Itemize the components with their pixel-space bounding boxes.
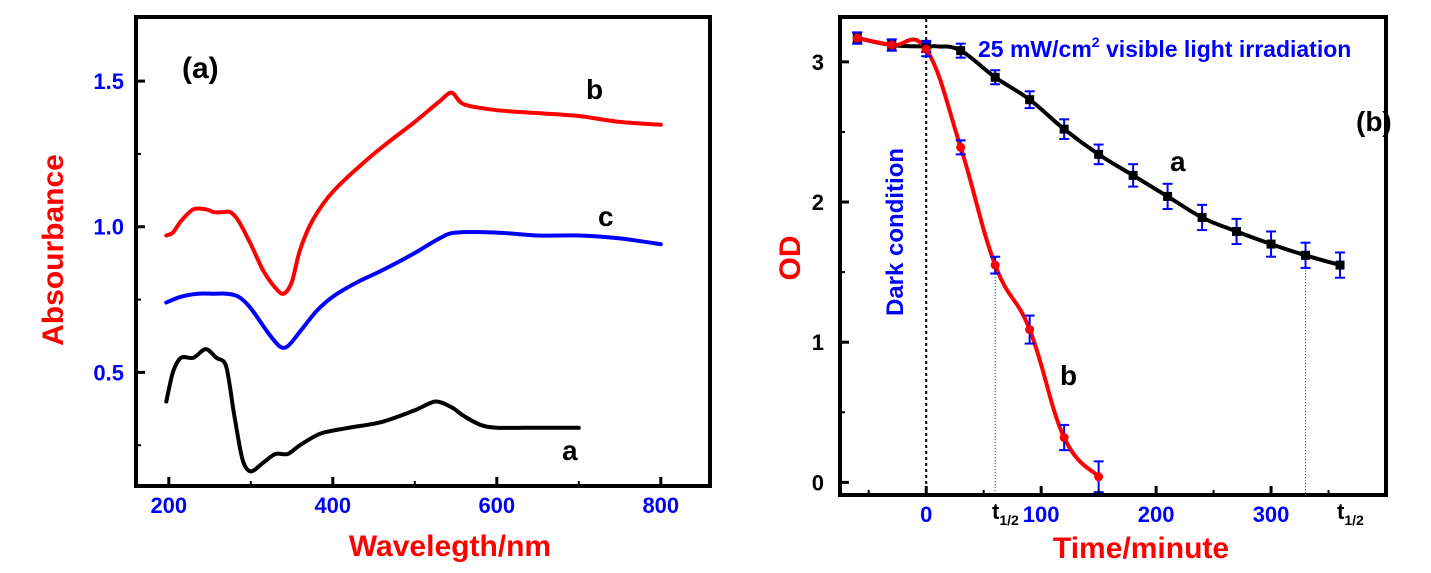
panel-b-label: (b) xyxy=(1356,106,1392,137)
series-label-a: a xyxy=(562,435,578,466)
data-point xyxy=(852,33,862,43)
data-point xyxy=(1163,191,1173,201)
data-point xyxy=(990,260,1000,270)
x-axis-label: Wavelegth/nm xyxy=(349,530,551,563)
t-half-label-2: t1/2 xyxy=(1337,499,1364,528)
panel-a-series xyxy=(164,90,663,474)
panel-a-frame xyxy=(134,15,712,488)
y-axis-label: Absourbance xyxy=(37,154,70,346)
x-tick-label: 200 xyxy=(1138,502,1175,527)
t-half-label-1: t1/2 xyxy=(992,499,1019,528)
y-tick-label: 1.5 xyxy=(93,69,124,94)
y-tick-label: 3 xyxy=(812,50,824,75)
series-a-line-b xyxy=(855,36,1342,268)
series-a-line xyxy=(164,347,581,474)
data-point xyxy=(887,40,897,50)
panel-b-frame xyxy=(838,15,1388,497)
y-axis-label-b: OD xyxy=(774,236,807,281)
x-tick-label: 600 xyxy=(478,493,515,518)
series-label-a-b: a xyxy=(1170,146,1186,177)
x-tick-label: 300 xyxy=(1253,502,1290,527)
series-c-line xyxy=(164,230,663,350)
panel-b-ticks: 0 100 200 300 0 1 2 3 xyxy=(812,50,1330,527)
data-point xyxy=(1128,170,1138,180)
data-point xyxy=(1094,472,1104,482)
series-b-line xyxy=(164,90,663,296)
series-b-line-b xyxy=(855,36,1101,479)
data-point xyxy=(956,46,966,56)
panel-b: 0 100 200 300 0 1 2 3 25 mW/cm2 visible light i… xyxy=(774,15,1392,565)
y-tick-label: 0 xyxy=(812,470,824,495)
data-point xyxy=(1059,433,1069,443)
y-tick-label: 0.5 xyxy=(93,360,124,385)
data-point xyxy=(1094,149,1104,159)
x-tick-label: 400 xyxy=(314,493,351,518)
data-point xyxy=(956,142,966,152)
series-label-b: b xyxy=(586,74,603,105)
series-label-c: c xyxy=(598,201,614,232)
panel-b-series xyxy=(852,31,1346,494)
data-point xyxy=(1059,124,1069,134)
data-point xyxy=(1025,325,1035,335)
x-tick-label: 200 xyxy=(150,493,187,518)
panel-a: 200 400 600 800 0.5 1.0 1.5 (a) b c a Wavelegt… xyxy=(37,15,712,563)
panel-a-ticks: 200 400 600 800 0.5 1.0 1.5 xyxy=(93,69,679,518)
dark-condition-label: Dark condition xyxy=(882,148,909,316)
data-point xyxy=(1197,212,1207,222)
data-point xyxy=(1301,250,1311,260)
irradiation-annotation: 25 mW/cm2 visible light irradiation xyxy=(978,34,1351,62)
data-point xyxy=(1266,239,1276,249)
x-axis-label-b: Time/minute xyxy=(1053,532,1229,565)
x-tick-label: 800 xyxy=(642,493,679,518)
data-point xyxy=(1232,226,1242,236)
panel-a-label: (a) xyxy=(182,52,219,85)
data-point xyxy=(990,72,1000,82)
y-tick-label: 1 xyxy=(812,330,824,355)
y-tick-label: 1.0 xyxy=(93,215,124,240)
data-point xyxy=(1025,95,1035,105)
x-tick-label: 100 xyxy=(1023,502,1060,527)
t-half-lines xyxy=(994,255,1307,493)
x-tick-label: 0 xyxy=(920,502,932,527)
data-point xyxy=(1335,260,1345,270)
data-point xyxy=(921,44,931,54)
y-tick-label: 2 xyxy=(812,190,824,215)
series-label-b-b: b xyxy=(1060,360,1077,391)
